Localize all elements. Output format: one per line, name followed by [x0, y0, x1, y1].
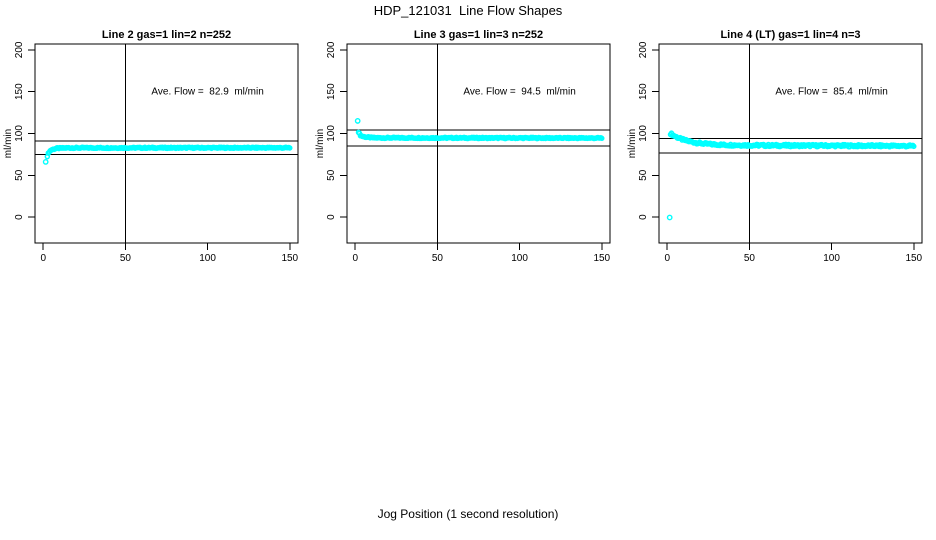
y-axis-label: ml/min [3, 129, 14, 158]
y-axis-label: ml/min [315, 129, 326, 158]
y-tick-label: 150 [326, 83, 337, 100]
x-tick-label: 150 [281, 253, 298, 264]
y-tick-label: 0 [638, 214, 649, 220]
flow-chart-panel: 0 50 100 150 200 0 50 100 150 Line 3 gas=1 lin=3 … [315, 29, 611, 264]
panel-title: Line 2 gas=1 lin=2 n=252 [102, 29, 231, 41]
y-axis-label: ml/min [627, 129, 638, 158]
x-tick-label: 0 [352, 253, 358, 264]
ave-flow-annotation: Ave. Flow = 85.4 ml/min [775, 87, 887, 98]
y-tick-label: 200 [14, 41, 25, 58]
x-tick-label: 50 [432, 253, 444, 264]
x-tick-label: 50 [120, 253, 132, 264]
x-tick-label: 0 [40, 253, 46, 264]
data-point [911, 143, 917, 150]
plot-box [346, 43, 611, 244]
y-tick-label: 150 [14, 83, 25, 100]
x-tick-label: 0 [664, 253, 670, 264]
outlier-point [354, 118, 361, 124]
x-tick-label: 50 [744, 253, 756, 264]
ave-flow-annotation: Ave. Flow = 94.5 ml/min [463, 87, 575, 98]
y-tick-label: 200 [326, 41, 337, 58]
x-tick-label: 150 [905, 253, 922, 264]
outlier-point [666, 214, 673, 221]
x-tick-label: 150 [593, 253, 610, 264]
x-tick-label: 100 [199, 253, 216, 264]
y-tick-label: 150 [638, 83, 649, 100]
y-tick-label: 100 [326, 125, 337, 142]
y-tick-label: 50 [638, 169, 649, 181]
y-tick-label: 200 [638, 41, 649, 58]
plot-box [34, 43, 299, 244]
y-tick-label: 50 [14, 169, 25, 181]
y-tick-label: 100 [14, 125, 25, 142]
x-tick-label: 100 [511, 253, 528, 264]
y-tick-label: 0 [326, 214, 337, 220]
y-tick-label: 0 [14, 214, 25, 220]
flow-chart-panel: 0 50 100 150 200 0 50 100 150 Line 4 (LT) gas=1 l… [627, 29, 923, 264]
x-tick-label: 100 [823, 253, 840, 264]
panels-row: 0 50 100 150 200 0 50 100 150 Line 2 gas=1 lin=2 … [3, 29, 923, 264]
ave-flow-annotation: Ave. Flow = 82.9 ml/min [151, 87, 263, 98]
figure-title: HDP_121031 Line Flow Shapes [373, 3, 563, 18]
flow-chart-panel: 0 50 100 150 200 0 50 100 150 Line 2 gas=1 lin=2 … [3, 29, 299, 264]
outlier-point [42, 158, 49, 165]
y-tick-label: 100 [638, 125, 649, 142]
x-axis-outer-label: Jog Position (1 second resolution) [377, 507, 559, 521]
plot-box [658, 43, 923, 244]
panel-title: Line 4 (LT) gas=1 lin=4 n=3 [720, 29, 860, 41]
panel-title: Line 3 gas=1 lin=3 n=252 [414, 29, 543, 41]
y-tick-label: 50 [326, 169, 337, 181]
data-point [287, 145, 293, 151]
data-point [599, 135, 605, 142]
